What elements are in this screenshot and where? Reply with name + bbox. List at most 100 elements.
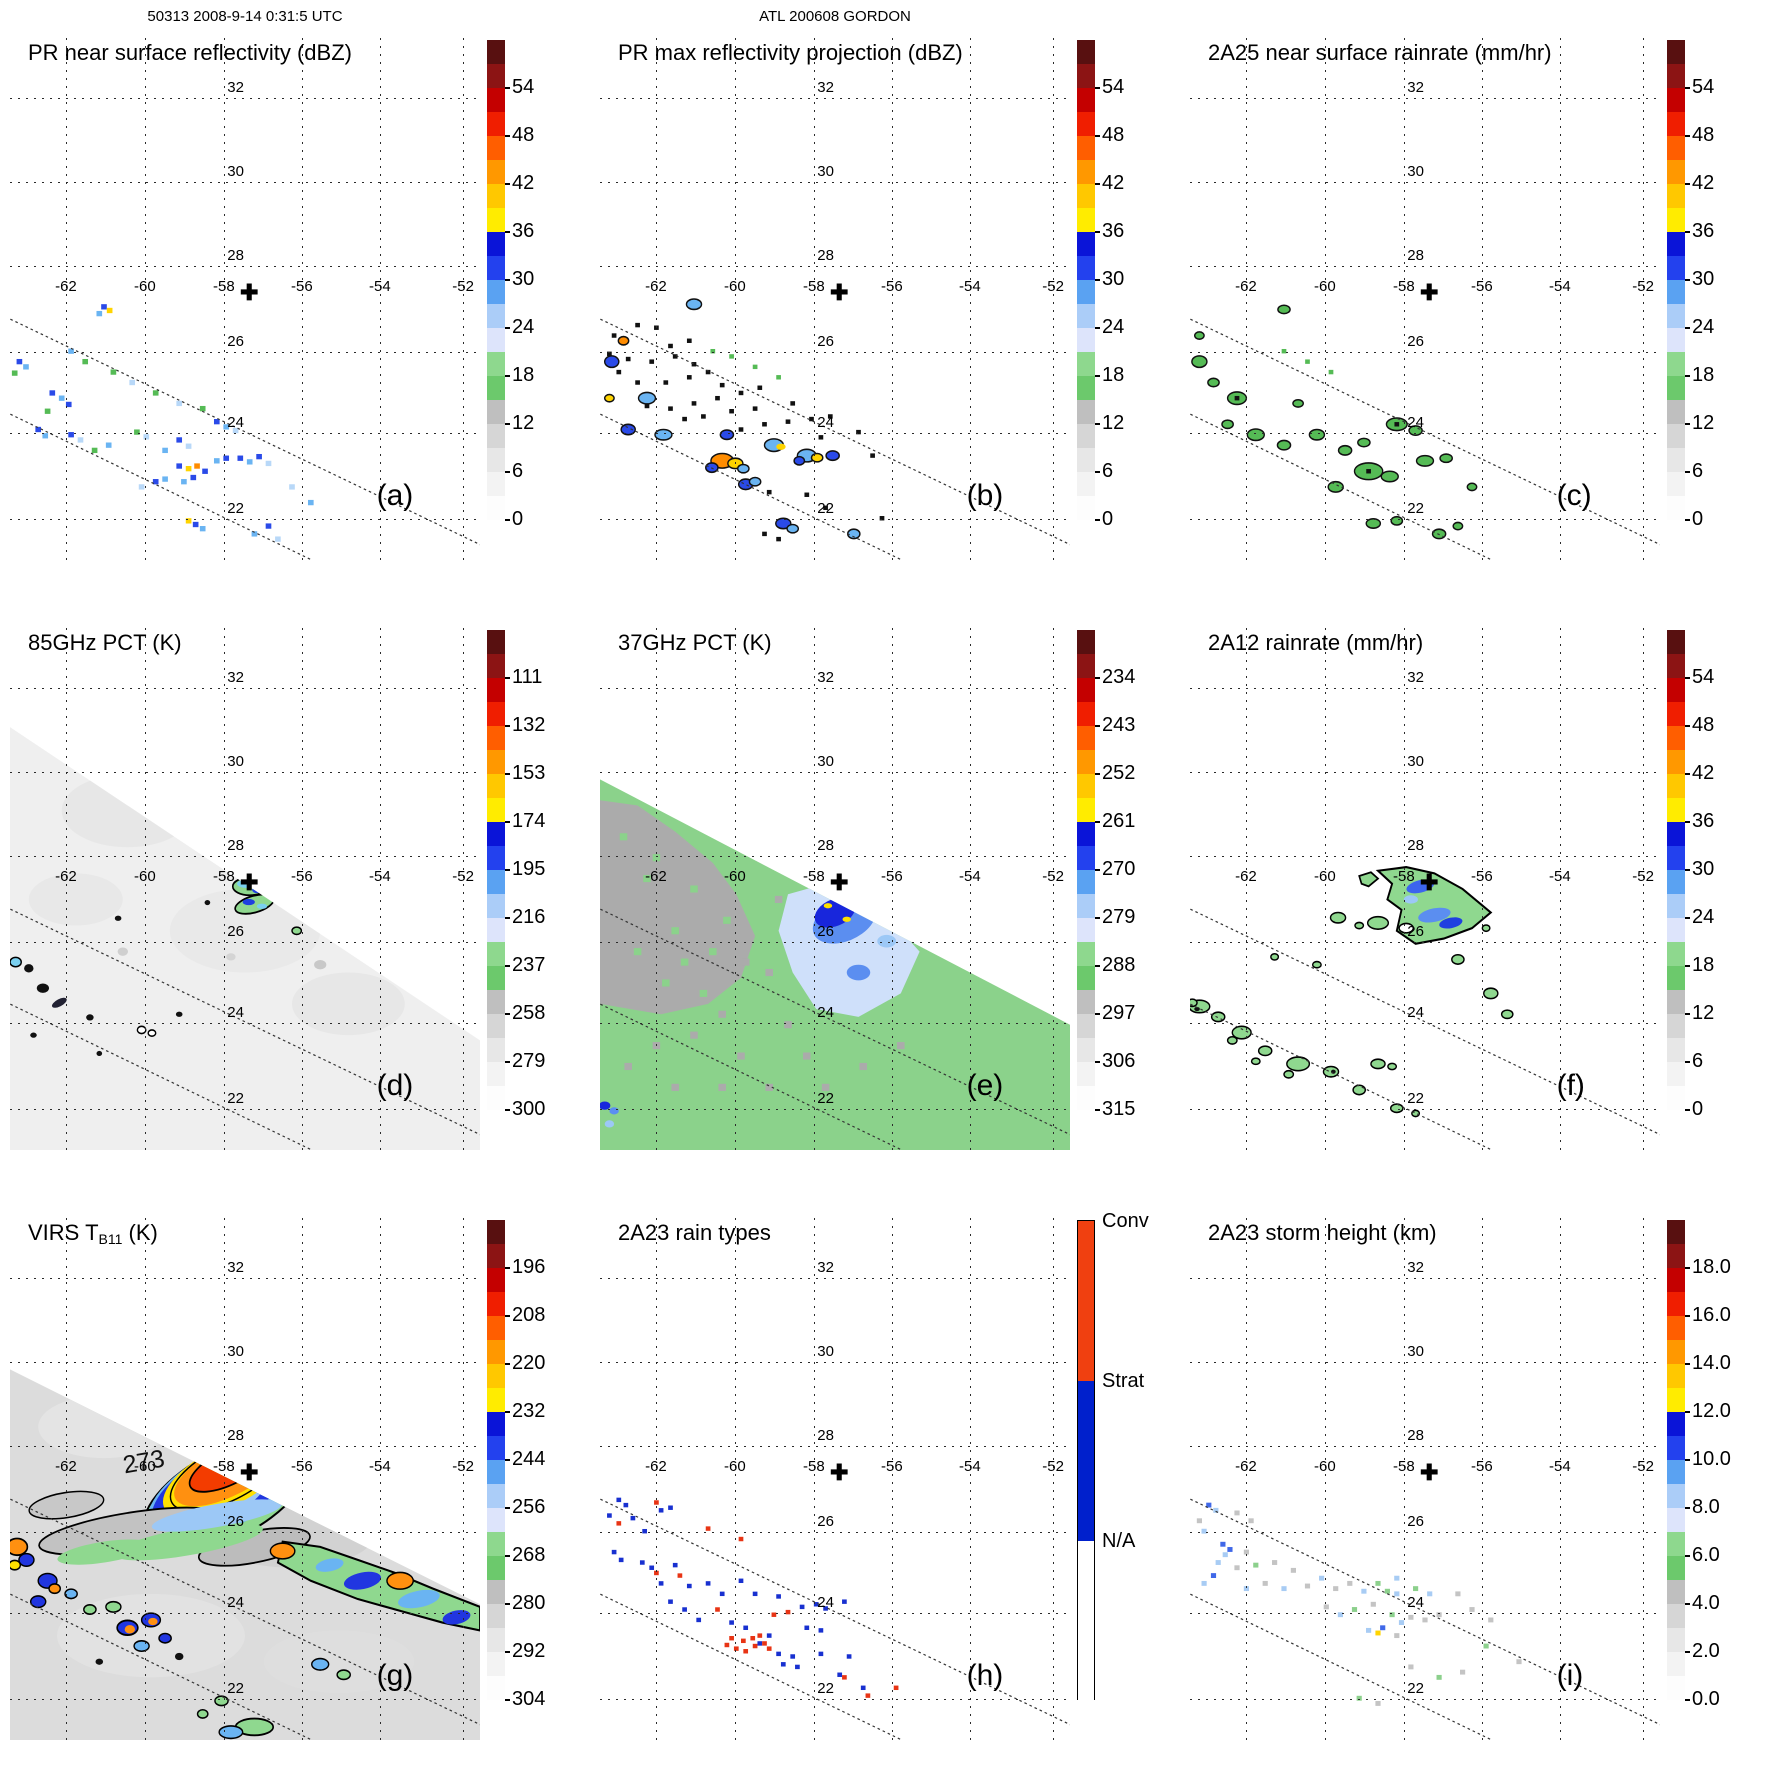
gridline-lat-26	[10, 352, 480, 354]
data-speck	[194, 463, 200, 469]
lat-label-22: 22	[227, 1679, 244, 1697]
gridline-lon--60	[1324, 628, 1326, 1150]
data-blob	[18, 1552, 35, 1567]
lon-label--58: -58	[213, 1458, 235, 1475]
lat-label-22: 22	[1407, 499, 1424, 517]
data-speck	[827, 414, 833, 419]
colorbar-tickmark	[1685, 821, 1690, 823]
gridline-lat-28	[10, 856, 480, 858]
data-speck	[65, 401, 72, 408]
data-speck	[750, 1635, 756, 1641]
data-speck	[110, 369, 117, 375]
data-speck	[1227, 1547, 1233, 1552]
map-e: -62 -60 -58 -56 -54 -52 32 30 28 26 24 22 ✚	[600, 628, 1070, 1150]
data-speck	[190, 474, 197, 481]
data-blob	[786, 523, 800, 534]
data-speck	[729, 1620, 734, 1625]
data-speck	[49, 390, 56, 396]
data-speck	[105, 442, 112, 448]
data-speck	[607, 351, 612, 357]
panel-title-d: 85GHz PCT (K)	[28, 630, 182, 655]
data-blob	[1389, 1103, 1404, 1114]
lon-label--52: -52	[1632, 868, 1654, 885]
data-speck	[776, 1594, 781, 1599]
colorbar-label-24: 24	[1692, 316, 1715, 338]
colorbar-tickmark	[1095, 1061, 1100, 1063]
colorbar-label-24: 24	[1102, 316, 1125, 338]
data-speck	[1375, 1580, 1381, 1586]
data-blob	[263, 1630, 415, 1694]
gridline-lon--58	[223, 628, 225, 1150]
lon-label--56: -56	[1471, 1458, 1493, 1475]
data-speck	[1234, 395, 1240, 401]
data-blob	[842, 916, 851, 922]
data-speck	[265, 460, 272, 467]
gridline-lon--56	[891, 628, 893, 1150]
data-speck	[152, 479, 159, 485]
data-speck	[68, 348, 74, 354]
data-blob	[1194, 1006, 1200, 1012]
data-speck	[1234, 1565, 1240, 1571]
gridline-lat-26	[600, 942, 1070, 944]
data-speck	[710, 348, 716, 354]
lon-label--52: -52	[1632, 278, 1654, 295]
colorbar-tickmark	[1685, 1315, 1690, 1317]
data-speck	[181, 479, 187, 485]
gridline-lon--54	[969, 628, 971, 1150]
data-speck	[1281, 348, 1287, 354]
data-speck	[1290, 1567, 1296, 1573]
data-speck	[804, 1625, 810, 1630]
colorbar-tickmark	[1095, 375, 1100, 377]
gridline-lon--58	[813, 628, 815, 1150]
panel-letter-d: (d)	[376, 1069, 414, 1103]
panel-letter-i: (i)	[1556, 1659, 1584, 1693]
lon-label--60: -60	[724, 278, 746, 295]
data-blob	[10, 956, 22, 968]
data-blob	[825, 450, 840, 462]
data-blob	[64, 1588, 78, 1600]
lon-label--56: -56	[881, 278, 903, 295]
data-speck	[199, 526, 206, 532]
data-speck	[44, 408, 51, 414]
gridline-lat-24	[10, 1023, 480, 1025]
data-speck	[213, 419, 220, 425]
gridline-lat-28	[1190, 856, 1660, 858]
colorbar-tickmark	[1095, 279, 1100, 281]
colorbar-label-6: 6	[1692, 1050, 1704, 1072]
data-speck	[856, 429, 861, 435]
gridline-lon--58	[1403, 628, 1405, 1150]
colorbar-tickmark	[1685, 1555, 1690, 1557]
gridline-lon--60	[144, 628, 146, 1150]
storm-center-marker: ✚	[830, 279, 849, 305]
data-speck	[639, 1560, 645, 1565]
data-speck	[823, 505, 828, 511]
data-blob	[124, 1625, 136, 1634]
data-speck	[818, 1651, 824, 1657]
data-blob	[1193, 331, 1205, 340]
data-speck	[668, 1599, 673, 1604]
colorbar-label-4.0: 4.0	[1692, 1592, 1720, 1614]
lat-label-30: 30	[1407, 753, 1424, 771]
data-speck	[649, 1565, 655, 1570]
data-blob	[10, 1559, 22, 1571]
data-speck	[715, 395, 720, 401]
data-blob	[776, 443, 786, 450]
map-g: -62 -60 -58 -56 -54 -52 32 30 28 26 24 22 ✚ 273	[10, 1218, 480, 1740]
colorbar-tickmark	[505, 821, 510, 823]
colorbar-label-0.0: 0.0	[1692, 1688, 1720, 1710]
data-speck	[658, 1508, 664, 1513]
colorbar-tickmark	[1685, 1411, 1690, 1413]
gridline-lon--56	[891, 1218, 893, 1740]
data-blob	[175, 1011, 183, 1017]
data-blob	[1190, 998, 1198, 1008]
data-speck	[58, 395, 65, 401]
data-blob	[256, 903, 268, 909]
colorbar-tickmark	[505, 677, 510, 679]
gridline-lon--58	[1403, 38, 1405, 560]
colorbar-label-237: 237	[512, 954, 546, 976]
data-blob	[10, 1537, 29, 1557]
data-speck	[1366, 469, 1371, 474]
colorbar-label-16.0: 16.0	[1692, 1304, 1731, 1326]
data-blob	[95, 1658, 104, 1665]
gridline-lat-32	[1190, 98, 1660, 100]
